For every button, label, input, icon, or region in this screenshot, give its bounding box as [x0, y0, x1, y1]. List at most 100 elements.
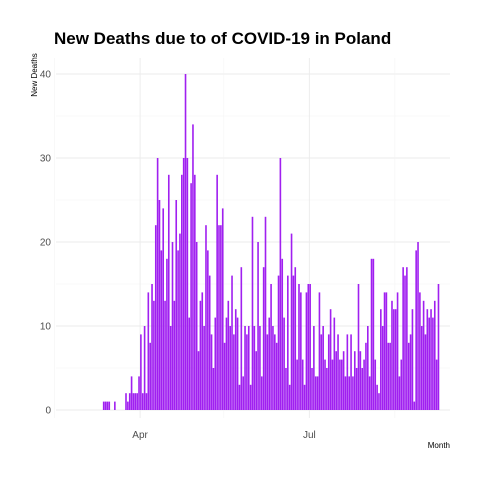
bar: [314, 376, 317, 410]
bar: [404, 275, 406, 410]
bar: [326, 368, 328, 410]
bar: [106, 401, 109, 410]
bar: [201, 292, 204, 410]
bar: [130, 376, 133, 410]
bar: [244, 326, 246, 410]
bar: [333, 317, 336, 410]
tick-labels: 0 10 20 30 40 Apr Jul: [40, 70, 316, 442]
bar: [188, 317, 191, 410]
bar: [352, 376, 354, 410]
bar: [264, 216, 267, 410]
bar: [342, 351, 345, 410]
bar: [288, 384, 291, 410]
bar: [300, 292, 302, 410]
bar: [283, 317, 285, 410]
y-axis-label: New Deaths: [30, 53, 39, 97]
bar: [194, 174, 196, 410]
bar: [132, 393, 135, 410]
bar: [195, 242, 198, 410]
bar: [249, 384, 252, 410]
bar: [383, 292, 386, 410]
bar: [220, 225, 222, 410]
bar: [387, 342, 390, 410]
bar: [272, 326, 274, 410]
bar: [234, 309, 237, 410]
bar: [255, 351, 258, 410]
bar: [363, 359, 365, 410]
bar: [229, 326, 231, 410]
bar: [175, 200, 178, 410]
bar: [430, 309, 432, 410]
bar: [214, 317, 217, 410]
bar: [281, 258, 284, 410]
bar: [311, 368, 313, 410]
bar: [287, 275, 289, 410]
bar: [350, 334, 352, 410]
bar: [108, 401, 111, 410]
bar: [309, 284, 311, 410]
bar: [407, 342, 410, 410]
bar: [182, 158, 185, 410]
bar: [277, 275, 280, 410]
bar: [374, 359, 377, 410]
bar: [149, 342, 151, 410]
bar: [141, 393, 144, 410]
bar: [344, 376, 347, 410]
bar: [145, 393, 148, 410]
bar: [259, 326, 261, 410]
bar: [192, 124, 194, 411]
bar: [240, 267, 243, 410]
bar: [167, 174, 170, 410]
bar: [307, 284, 310, 410]
bar: [231, 275, 233, 410]
bar: [329, 309, 332, 410]
bar: [166, 258, 168, 410]
bar: [203, 326, 205, 410]
bar: [433, 300, 436, 410]
x-tick-label: Jul: [303, 430, 316, 441]
bar: [370, 258, 373, 410]
bar: [227, 300, 230, 410]
bar: [324, 359, 326, 410]
bar: [417, 242, 419, 410]
bar: [353, 351, 356, 410]
bar: [361, 368, 364, 410]
bar: [331, 359, 334, 410]
y-tick-label: 30: [40, 154, 52, 165]
bar: [426, 309, 429, 410]
bar: [335, 351, 337, 410]
x-tick-label: Apr: [132, 430, 148, 441]
bar: [151, 284, 153, 410]
bar: [432, 317, 434, 410]
bar: [320, 334, 323, 410]
bar: [424, 334, 427, 410]
bar: [368, 376, 371, 410]
bar: [298, 284, 300, 410]
bar: [114, 401, 116, 410]
bar: [212, 368, 215, 410]
bar: [270, 284, 272, 410]
bar: [274, 334, 276, 410]
bar: [158, 200, 161, 410]
bar: [419, 292, 421, 410]
bar: [365, 342, 367, 410]
bar: [207, 250, 209, 410]
bar: [303, 384, 306, 410]
bar: [127, 401, 129, 410]
bar: [318, 292, 321, 410]
bar: [435, 359, 438, 410]
bar: [357, 284, 360, 410]
bar: [305, 292, 308, 410]
bar: [359, 351, 362, 410]
bar: [398, 376, 401, 410]
bar: [262, 267, 265, 410]
bar: [140, 334, 142, 410]
bar: [420, 326, 423, 410]
bar: [147, 292, 150, 410]
bar: [268, 317, 271, 410]
bar: [184, 74, 187, 410]
bar: [428, 317, 430, 410]
bar: [190, 183, 192, 410]
bar: [396, 292, 399, 410]
